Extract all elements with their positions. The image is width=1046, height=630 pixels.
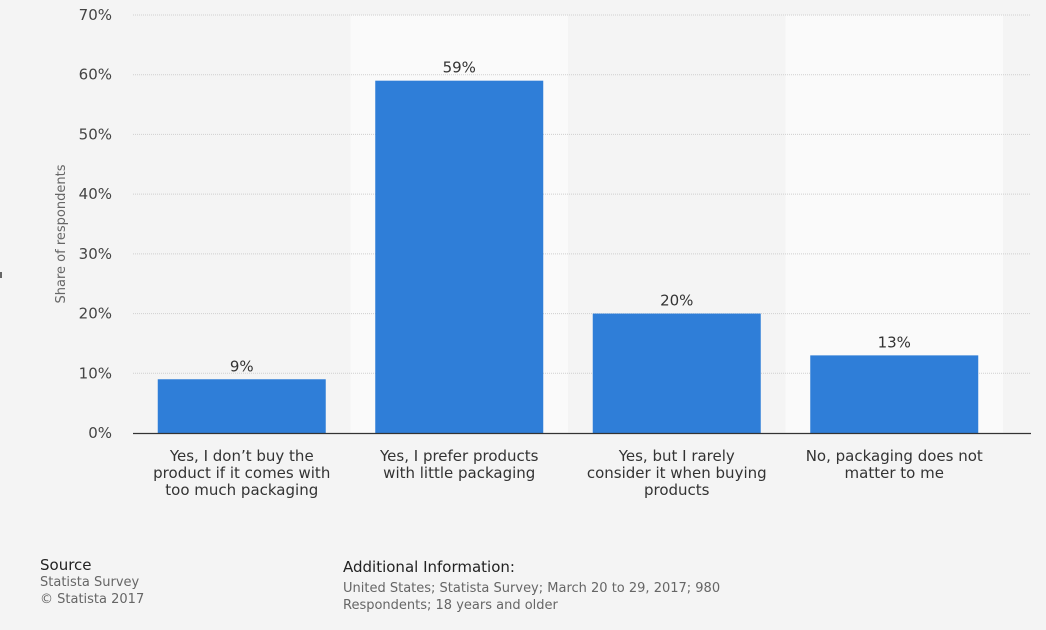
x-category-label-line: with little packaging [383, 464, 535, 482]
x-category-label-line: Yes, but I rarely [618, 447, 735, 465]
x-category-label: No, packaging does not matter to me [806, 447, 983, 482]
data-label: 13% [878, 333, 911, 351]
x-category-label: Yes, I prefer products with little packag… [379, 447, 539, 482]
y-tick-label: 50% [79, 125, 112, 143]
x-category-label-line: matter to me [845, 464, 944, 482]
bar [375, 80, 544, 433]
x-category-label-line: too much packaging [165, 481, 318, 499]
source-name[interactable]: Statista Survey [40, 575, 140, 590]
x-category-label-line: No, packaging does not [806, 447, 983, 465]
y-tick-label: 30% [79, 245, 112, 263]
data-label: 9% [230, 357, 254, 375]
additional-info-line-1: United States; Statista Survey; March 20… [343, 581, 721, 596]
y-tick-label: 20% [79, 305, 112, 323]
plot-band [133, 15, 351, 433]
y-tick-label: 70% [79, 6, 112, 24]
data-label: 20% [660, 292, 693, 310]
bar-chart: 0% 10% 20% 30% 40% 50% 60% 70% Share of responde… [54, 6, 1031, 499]
copyright: © Statista 2017 [40, 592, 145, 607]
edge-marker [0, 272, 2, 278]
y-tick-label: 60% [79, 66, 112, 84]
x-category-label: Yes, but I rarely consider it when buying… [587, 447, 767, 499]
source-block: Source Statista Survey © Statista 2017 [40, 556, 144, 608]
bar [157, 379, 326, 433]
bar [592, 313, 761, 433]
x-category-label-line: Yes, I prefer products [379, 447, 539, 465]
additional-info-line-2: Respondents; 18 years and older [343, 598, 558, 613]
additional-info-block: Additional Information: United States; S… [343, 558, 743, 614]
y-tick-label: 10% [79, 364, 112, 382]
source-heading: Source [40, 556, 92, 574]
bar [810, 355, 979, 433]
additional-info-heading: Additional Information: [343, 558, 515, 576]
y-tick-label: 0% [88, 424, 112, 442]
x-category-label-line: product if it comes with [153, 464, 330, 482]
x-category-label-line: Yes, I don’t buy the [169, 447, 314, 465]
x-category-label-line: products [644, 481, 710, 499]
y-axis-title: Share of respondents [54, 164, 69, 303]
x-category-label: Yes, I don’t buy the product if it comes … [153, 447, 330, 499]
data-label: 59% [443, 59, 476, 77]
x-category-label-line: consider it when buying [587, 464, 767, 482]
y-tick-label: 40% [79, 185, 112, 203]
